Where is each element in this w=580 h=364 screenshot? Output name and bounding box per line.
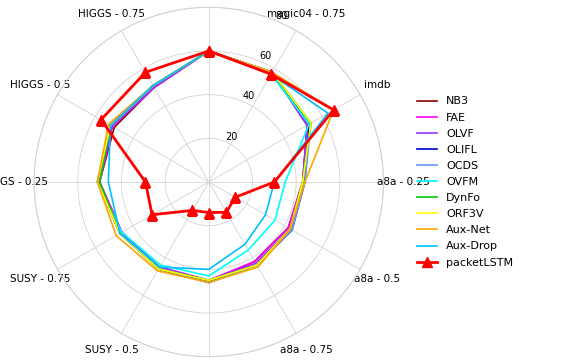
- Legend: NB3, FAE, OLVF, OLIFL, OCDS, OVFM, DynFo, ORF3V, Aux-Net, Aux-Drop, packetLSTM: NB3, FAE, OLVF, OLIFL, OCDS, OVFM, DynFo…: [418, 96, 513, 268]
